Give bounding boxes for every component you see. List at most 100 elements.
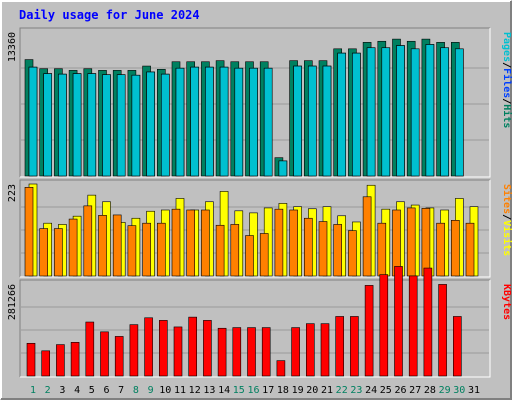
bar-sites-day-13 (201, 209, 210, 277)
bar-kbytes-day-21 (320, 323, 330, 377)
bar-sites-day-4 (68, 218, 78, 277)
bar-kbytes-day-13 (203, 320, 212, 377)
bar-pages-day-12 (190, 66, 199, 177)
bar-kbytes-day-16 (247, 327, 256, 377)
legend-entry: KBytes (501, 284, 512, 320)
x-tick-label: 12 (189, 385, 201, 396)
bar-kbytes-day-9 (144, 317, 153, 377)
bar-sites-day-31 (465, 222, 475, 277)
y-axis-max-label: 223 (7, 184, 18, 202)
bar-kbytes-day-6 (100, 331, 109, 377)
bar-pages-day-17 (263, 67, 273, 177)
series-pages (28, 44, 464, 177)
bar-kbytes-day-30 (452, 316, 462, 377)
bar-kbytes-day-3 (56, 344, 65, 377)
x-tick-label: 8 (133, 385, 139, 396)
bar-pages-day-23 (352, 52, 361, 177)
bar-pages-day-4 (72, 73, 82, 177)
bar-sites-day-30 (450, 220, 460, 277)
panel-bevel-dark (19, 279, 490, 377)
bar-sites-day-5 (83, 205, 93, 277)
x-tick-label: 20 (306, 385, 318, 396)
x-tick-label: 17 (262, 385, 274, 396)
bar-kbytes-day-25 (379, 274, 389, 377)
bar-sites-day-18 (274, 208, 284, 277)
x-tick-label: 16 (247, 385, 259, 396)
bar-kbytes-day-14 (217, 327, 227, 377)
bar-kbytes-day-26 (394, 266, 403, 377)
bar-pages-day-14 (219, 66, 229, 177)
series-kbytes (26, 266, 462, 377)
x-tick-label: 7 (118, 385, 124, 396)
bar-sites-day-17 (259, 233, 269, 277)
panel-bevel-dark (19, 27, 490, 177)
panel-kbytes: 281266 KBytes (7, 266, 512, 378)
bar-pages-day-28 (425, 44, 435, 177)
x-axis-labels: 1 2 3 4 5 6 7 8 9 10 11 12 13 14 15 16 17 18 19 20 21 22 23 24 2… (30, 385, 480, 396)
bar-kbytes-day-28 (423, 267, 433, 377)
bar-sites-day-9 (142, 222, 151, 277)
panel-bevel-light (20, 28, 491, 178)
bar-kbytes-day-5 (85, 321, 95, 377)
legend-entry: / (501, 98, 512, 104)
bar-sites-day-6 (98, 215, 107, 277)
panel-legend: Pages/Files/Hits (501, 32, 512, 128)
x-tick-label: 26 (394, 385, 406, 396)
bar-sites-day-29 (436, 222, 445, 277)
bar-kbytes-day-10 (159, 320, 168, 377)
bar-kbytes-day-7 (114, 336, 124, 377)
bar-sites-day-10 (157, 222, 166, 277)
panel-hits-files-pages: 13360 Pages/Files/Hits (7, 27, 512, 178)
bar-sites-day-12 (186, 209, 195, 277)
panel-legend: KBytes (501, 284, 512, 320)
panel-bevel-light (20, 280, 491, 378)
x-tick-label: 3 (59, 385, 65, 396)
bar-pages-day-27 (410, 48, 420, 177)
bar-pages-day-22 (337, 52, 347, 177)
legend-entry: Pages (501, 32, 512, 62)
x-tick-label: 14 (218, 385, 230, 396)
bar-pages-day-21 (322, 65, 332, 177)
bar-sites-day-8 (127, 225, 137, 277)
legend-entry: Sites (501, 184, 512, 214)
bar-sites-day-28 (421, 208, 431, 277)
bar-kbytes-day-23 (350, 316, 359, 377)
x-tick-label: 1 (30, 385, 36, 396)
bar-pages-day-30 (454, 48, 464, 177)
bar-pages-day-25 (381, 47, 391, 177)
bar-sites-day-24 (362, 196, 372, 277)
bar-pages-day-19 (293, 65, 302, 177)
bar-sites-day-2 (39, 228, 49, 277)
bar-kbytes-day-18 (276, 360, 286, 377)
bar-sites-day-26 (392, 209, 401, 277)
y-axis-max-label: 13360 (7, 32, 18, 62)
x-tick-label: 25 (380, 385, 392, 396)
bar-kbytes-day-19 (291, 327, 300, 377)
x-tick-label: 23 (350, 385, 362, 396)
x-tick-label: 2 (45, 385, 51, 396)
bar-pages-day-29 (440, 47, 449, 177)
bar-sites-day-19 (289, 209, 298, 277)
bar-pages-day-11 (175, 67, 185, 177)
x-tick-label: 22 (336, 385, 348, 396)
series-sites (24, 187, 475, 277)
bar-pages-day-10 (161, 73, 170, 177)
bar-kbytes-day-27 (408, 275, 418, 377)
x-tick-label: 5 (89, 385, 95, 396)
panel-legend: Sites/Visits (501, 184, 512, 256)
bar-sites-day-23 (348, 230, 357, 277)
bar-kbytes-day-1 (26, 342, 36, 377)
bar-kbytes-day-15 (232, 327, 242, 377)
bar-sites-day-1 (24, 187, 34, 277)
x-tick-label: 6 (103, 385, 109, 396)
panel-bevel-dark (19, 179, 490, 277)
bar-sites-day-11 (171, 208, 181, 277)
x-tick-label: 9 (148, 385, 154, 396)
bar-pages-day-2 (43, 73, 53, 177)
bar-sites-day-27 (406, 207, 416, 277)
legend-entry: Files (501, 68, 512, 98)
legend-entry: / (501, 214, 512, 220)
